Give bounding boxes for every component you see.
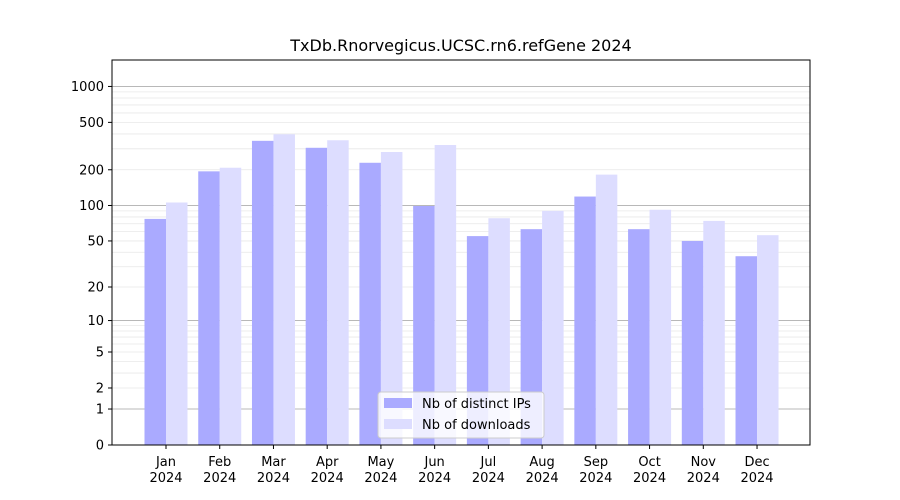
bar-distinct-ips [359,162,381,445]
y-tick-label: 5 [96,346,104,361]
x-tick-label: Mar 2024 [257,455,290,486]
legend: Nb of distinct IPs Nb of downloads [377,391,545,439]
y-tick-label: 10 [87,314,104,329]
bar-distinct-ips [198,171,220,445]
legend-box [377,391,545,439]
x-tick-label: Jul 2024 [472,455,505,486]
x-tick-label: Apr 2024 [311,455,344,486]
y-tick-label: 100 [79,199,104,214]
bar-downloads [595,174,618,446]
y-tick-label: 500 [79,116,104,131]
x-tick-label: Oct 2024 [633,455,666,486]
bar-downloads [166,202,188,445]
x-tick-label: Aug 2024 [526,455,559,486]
x-tick-label: Nov 2024 [687,455,720,486]
bar-downloads [757,235,779,445]
bar-downloads [219,167,242,445]
axis-layer: 0 1 2 5 10 20 50 100 200 500 1000 Jan 2024 Feb 2024 Mar… [71,80,774,486]
bar-downloads [380,152,403,445]
bar-downloads [649,209,672,445]
x-tick-label: Jun 2024 [418,455,451,486]
bar-distinct-ips [305,147,328,445]
y-tick-label: 20 [87,280,104,295]
legend-label-downloads: Nb of downloads [422,418,531,433]
y-tick-label: 200 [79,163,104,178]
bar-downloads [703,220,725,445]
x-tick-label: Dec 2024 [740,455,773,486]
y-tick-label: 1000 [71,80,104,95]
y-tick-label: 0 [96,439,104,454]
bar-downloads [273,134,295,446]
legend-swatch-distinct-ips [384,398,412,408]
bar-distinct-ips [144,218,166,445]
bar-distinct-ips [574,196,596,445]
bar-distinct-ips [251,140,274,445]
bar-distinct-ips [520,229,543,445]
y-tick-label: 1 [96,403,104,418]
bar-distinct-ips [628,229,650,445]
bar-layer [144,134,779,446]
bar-distinct-ips [413,206,435,445]
bar-downloads [488,218,510,445]
x-tick-label: Sep 2024 [579,455,612,486]
x-tick-label: Jan 2024 [149,455,182,486]
bar-distinct-ips [735,256,758,445]
bar-downloads [542,210,564,445]
bar-downloads [327,140,349,445]
bar-distinct-ips [681,240,704,445]
y-tick-label: 2 [96,381,104,396]
chart-title: TxDb.Rnorvegicus.UCSC.rn6.refGene 2024 [289,36,631,55]
x-tick-label: May 2024 [364,455,397,486]
bar-downloads [434,144,457,445]
legend-label-distinct-ips: Nb of distinct IPs [422,397,531,412]
x-tick-label: Feb 2024 [203,455,236,486]
plot-frame [111,59,811,446]
legend-swatch-downloads [384,419,412,429]
y-tick-label: 50 [87,234,104,249]
